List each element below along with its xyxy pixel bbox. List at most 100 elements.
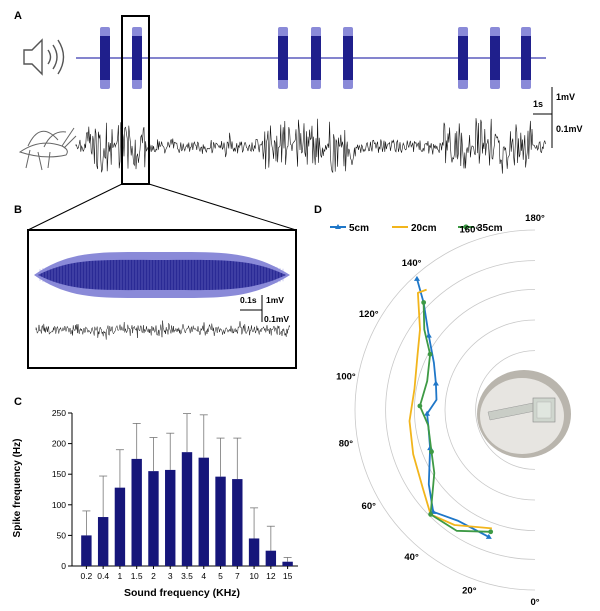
bar-xtick-label: 7 [235,571,240,581]
device-photo [477,370,571,458]
bar-xtick-label: 0.2 [80,571,92,581]
legend-label: 5cm [349,223,369,234]
polar-ring [414,289,536,531]
polar-angle-label: 140° [402,258,422,269]
polar-point [417,403,423,409]
polar-point [485,533,492,539]
polar-point [429,449,434,455]
neural-trace-a [75,118,546,174]
stimulus-burst [490,27,500,89]
bar-xtick-label: 5 [218,571,223,581]
stimulus-envelope-core [38,259,286,291]
panel-b-letter: B [14,204,22,216]
bar [131,458,142,566]
bar-xtick-label: 0.4 [97,571,109,581]
bar-xtick-label: 2 [151,571,156,581]
bar-xtick-label: 3 [168,571,173,581]
scale-a-time: 1s [533,99,543,109]
bar [97,517,109,566]
stimulus-burst [343,27,353,89]
bar [114,487,126,566]
bar-xtick-label: 4 [201,571,206,581]
polar-ring [475,350,536,470]
bar-xtick-label: 12 [266,571,276,581]
bar [181,452,193,566]
legend-label: 20cm [411,223,437,234]
bar-xtick-label: 3.5 [181,571,193,581]
polar-series-35cm [419,302,491,533]
scale-a-bottom: 0.1mV [556,124,583,134]
polar-angle-label: 180° [525,213,545,224]
zoom-line-right [148,183,297,231]
scale-bar-b [240,295,263,322]
bar [215,476,226,566]
scale-b-top: 1mV [266,295,284,305]
polar-point [425,332,432,338]
polar-ring [444,319,536,501]
speaker-icon [23,38,65,76]
bar [232,479,243,566]
bar-xtick-label: 1 [118,571,123,581]
zoom-line-left [27,183,123,231]
polar-point [424,410,431,416]
polar-angle-label: 160° [460,225,480,236]
bar-ytick-label: 200 [52,439,66,449]
panel-c-letter: C [14,396,22,408]
stimulus-burst [311,27,321,89]
bar-xtick-label: 10 [249,571,259,581]
bar [165,469,176,566]
bar [265,550,277,566]
scale-b-time: 0.1s [240,295,257,305]
polar-angle-label: 0° [530,597,539,608]
stimulus-burst [278,27,288,89]
bar [81,535,92,566]
polar-chart: 0° 20° 40° 60° 80° 100° 120° 140° 160° 180° [336,213,545,608]
highlight-box [121,15,150,185]
polar-point [432,380,439,386]
bar [248,538,260,566]
stimulus-burst [100,27,110,89]
legend-label: 35cm [477,223,503,234]
polar-series-20cm [408,288,492,530]
bar-ytick-label: 50 [57,530,67,540]
bar-ytick-label: 100 [52,500,66,510]
scale-bar-a [533,87,553,148]
bar-ylabel: Spike frequency (Hz) [12,439,23,538]
polar-angle-label: 20° [462,585,477,596]
grasshopper-icon [18,127,77,171]
polar-angle-label: 40° [404,552,419,563]
polar-angle-label: 60° [362,501,377,512]
polar-legend: 5cm 20cm 35cm [330,223,503,234]
polar-point [488,529,494,535]
bar [148,471,159,566]
panel-a-letter: A [14,10,22,22]
polar-angle-label: 100° [336,372,356,383]
bar [282,561,293,566]
polar-ring [385,260,536,560]
neural-trace-b [35,320,291,340]
stimulus-burst [458,27,468,89]
stimulus-burst [132,27,142,89]
panel-b-box [27,229,297,369]
panel-d-letter: D [314,204,322,216]
stimulus-bursts [100,27,531,89]
scale-b-bottom: 0.1mV [264,314,289,324]
bar-ytick-label: 150 [52,469,66,479]
bar-ytick-label: 0 [61,561,66,571]
bar-ytick-label: 250 [52,408,66,418]
bar-xlabel: Sound frequency (KHz) [124,587,240,599]
polar-point [427,351,433,357]
polar-point [413,275,420,281]
polar-angle-label: 120° [359,309,379,320]
bar-xtick-label: 1.5 [131,571,143,581]
polar-ring [354,229,536,591]
bar-xtick-label: 15 [283,571,293,581]
legend-marker [463,224,469,230]
legend-marker [335,224,341,229]
polar-point [428,511,434,517]
bar [198,457,209,566]
stimulus-burst [521,27,531,89]
spike-frequency-chart: 0 50 100 150 200 250 0.2 0.4 1 1.5 2 3 3.5 4 5 7 10 12 15 [52,408,298,581]
scale-a-top: 1mV [556,92,575,102]
